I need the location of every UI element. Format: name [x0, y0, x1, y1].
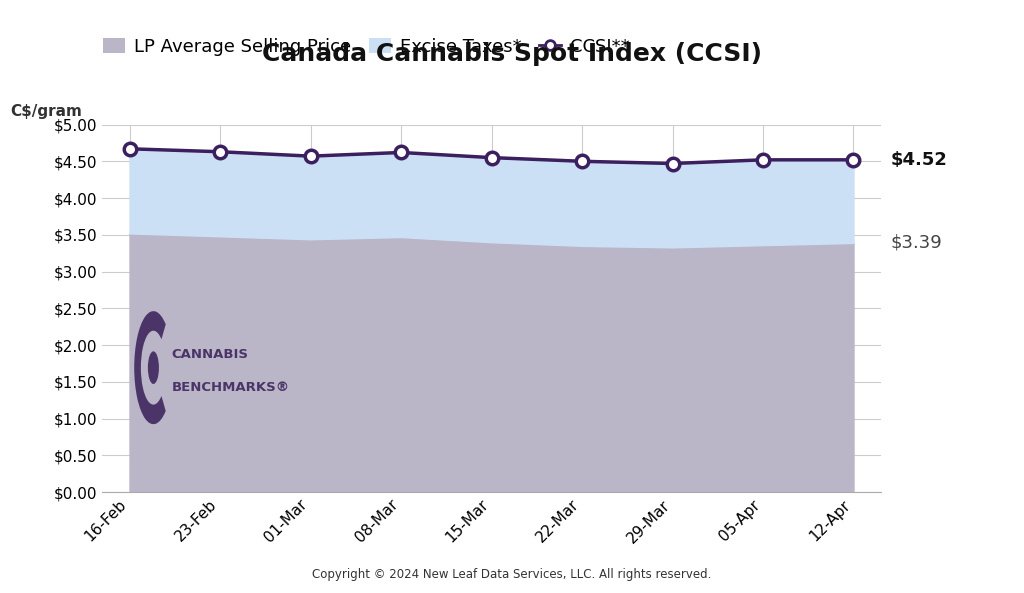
Text: Copyright © 2024 New Leaf Data Services, LLC. All rights reserved.: Copyright © 2024 New Leaf Data Services,… — [312, 568, 712, 581]
Legend: LP Average Selling Price, Excise Taxes*, CCSI**: LP Average Selling Price, Excise Taxes*,… — [96, 31, 637, 63]
Text: CANNABIS: CANNABIS — [172, 348, 249, 361]
Text: Canada Cannabis Spot Index (CCSI): Canada Cannabis Spot Index (CCSI) — [262, 42, 762, 65]
Text: C$/gram: C$/gram — [10, 104, 82, 119]
Text: $3.39: $3.39 — [891, 234, 943, 252]
Text: $4.52: $4.52 — [891, 151, 948, 169]
Wedge shape — [134, 311, 166, 424]
Text: BENCHMARKS®: BENCHMARKS® — [172, 381, 290, 394]
Circle shape — [147, 351, 159, 384]
